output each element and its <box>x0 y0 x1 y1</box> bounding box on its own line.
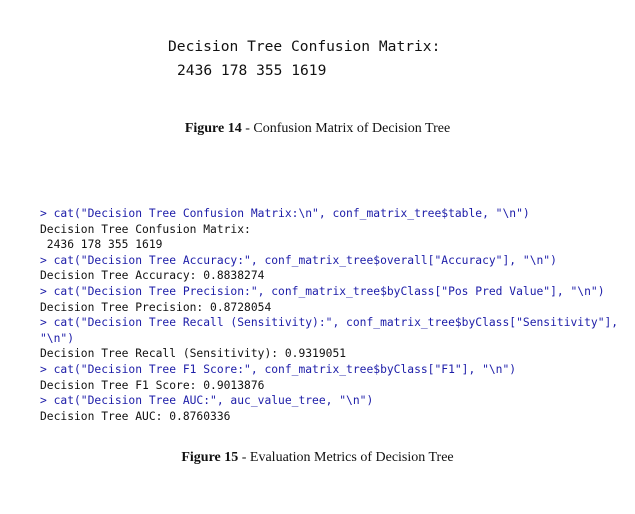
console-command: > cat("Decision Tree Confusion Matrix:\n… <box>40 207 530 220</box>
console-output: Decision Tree Recall (Sensitivity): 0.93… <box>40 347 347 361</box>
console: > cat("Decision Tree Confusion Matrix:\n… <box>40 206 618 424</box>
console-output: Decision Tree Confusion Matrix: <box>40 222 251 236</box>
matrix-heading: Decision Tree Confusion Matrix: <box>168 38 441 55</box>
caption-label: Figure 14 <box>184 121 242 136</box>
console-command: > cat("Decision Tree F1 Score:", conf_ma… <box>40 362 517 376</box>
console-output: Decision Tree F1 Score: 0.9013876 <box>40 378 265 392</box>
console-command: > cat("Decision Tree Recall (Sensitivity… <box>40 316 619 330</box>
console-command: > cat("Decision Tree Precision:", conf_m… <box>40 284 605 298</box>
caption: Figure 15 - Evaluation Metrics of Decisi… <box>0 450 635 466</box>
caption-text: - Confusion Matrix of Decision Tree <box>245 121 451 136</box>
caption: Figure 14 - Confusion Matrix of Decision… <box>0 121 635 137</box>
caption-text: - Evaluation Metrics of Decision Tree <box>241 450 454 465</box>
console-output: Decision Tree AUC: 0.8760336 <box>40 409 231 423</box>
console-command: > cat("Decision Tree Accuracy:", conf_ma… <box>40 253 557 267</box>
console-output: 2436 178 355 1619 <box>40 238 163 252</box>
caption-label: Figure 15 <box>181 450 239 465</box>
console-command: > cat("Decision Tree AUC:", auc_value_tr… <box>40 394 374 408</box>
console-output: Decision Tree Accuracy: 0.8838274 <box>40 269 265 283</box>
matrix-values: 2436 178 355 1619 <box>177 62 327 79</box>
console-command: "\n") <box>40 331 75 345</box>
console-output: Decision Tree Precision: 0.8728054 <box>40 300 272 314</box>
